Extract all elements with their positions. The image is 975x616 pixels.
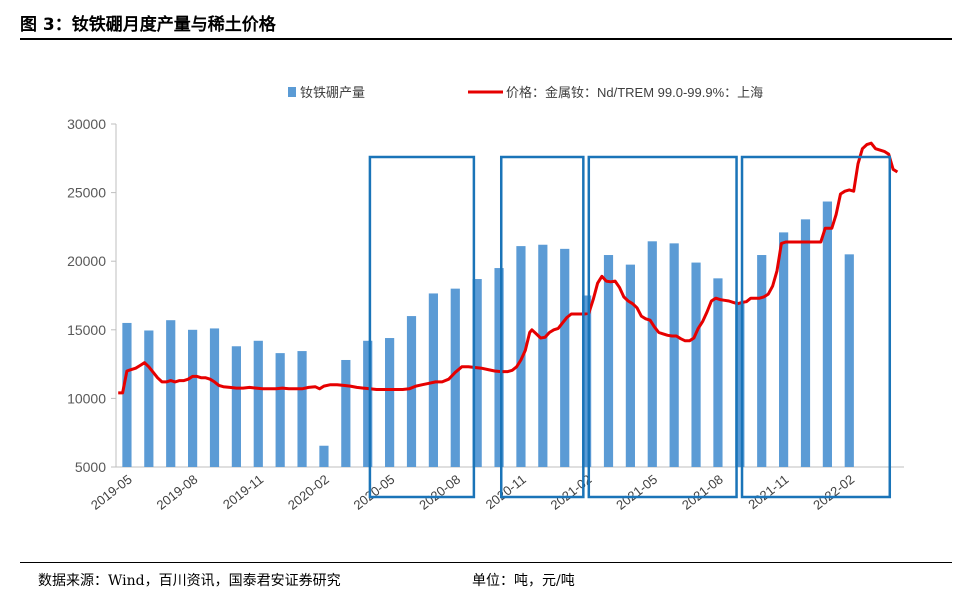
bar [363, 340, 373, 467]
bar [647, 241, 657, 467]
x-tick-label: 2019-08 [154, 472, 201, 513]
bar [406, 316, 417, 467]
bar [822, 201, 832, 467]
highlight-box [368, 155, 476, 499]
bar [231, 346, 241, 467]
x-tick-label: 2021-02 [548, 472, 595, 513]
top-rule [20, 38, 952, 40]
y-tick-label: 25000 [67, 185, 106, 201]
bar [209, 328, 220, 467]
bar [319, 445, 329, 467]
bar [297, 351, 307, 467]
x-tick-label: 2020-08 [416, 472, 463, 513]
bar [713, 278, 723, 467]
legend-bar-label: 钕铁硼产量 [300, 85, 365, 100]
y-tick-label: 20000 [67, 253, 106, 269]
bar [691, 262, 701, 467]
x-tick-label: 2020-02 [285, 472, 332, 513]
highlight-box [587, 155, 738, 499]
bar [735, 302, 745, 467]
bar [494, 268, 504, 467]
bar [166, 320, 176, 467]
bar [144, 330, 154, 467]
y-tick-label: 10000 [67, 390, 106, 406]
legend-line-label: 价格：金属钕：Nd/TREM 99.0-99.9%：上海 [506, 85, 763, 100]
y-tick-label: 15000 [67, 322, 106, 338]
x-tick-label: 2019-11 [220, 472, 266, 513]
chart: 5000 10000 15000 20000 25000 30000 2019-05 2019… [67, 85, 904, 513]
bar [757, 255, 767, 467]
bar [669, 243, 679, 467]
y-tick-label: 5000 [75, 459, 106, 475]
bar [800, 219, 811, 467]
bar [472, 279, 482, 467]
bar [253, 340, 263, 467]
bar [450, 288, 460, 467]
y-tick-label: 30000 [67, 116, 106, 132]
x-tick-label: 2021-11 [745, 472, 791, 513]
bar [275, 353, 285, 467]
x-tick-label: 2020-05 [351, 472, 398, 513]
x-tick-label: 2021-08 [679, 472, 726, 513]
x-tick-label: 2019-05 [88, 472, 135, 513]
x-tick-label: 2022-02 [810, 472, 857, 513]
bar [188, 329, 198, 467]
bar [428, 293, 438, 467]
legend-bar-swatch [288, 87, 296, 97]
bar [844, 254, 854, 467]
bar [625, 264, 635, 467]
bar [122, 322, 132, 467]
source-note: 数据来源：Wind，百川资讯，国泰君安证券研究 [38, 573, 341, 589]
highlight-box [499, 155, 585, 499]
bar [779, 232, 789, 467]
bar [341, 359, 351, 467]
bottom-rule [20, 562, 952, 563]
x-tick-label: 2020-11 [483, 472, 529, 513]
bar [582, 295, 592, 467]
figure-title: 图 3：钕铁硼月度产量与稀土价格 [20, 15, 276, 35]
x-tick-label: 2021-05 [613, 472, 660, 513]
bar [385, 338, 395, 467]
bar [560, 248, 570, 467]
bar [603, 255, 614, 467]
highlight-box [740, 155, 892, 499]
unit-note: 单位：吨，元/吨 [472, 573, 575, 589]
bar [538, 244, 548, 467]
price-line [118, 141, 899, 395]
